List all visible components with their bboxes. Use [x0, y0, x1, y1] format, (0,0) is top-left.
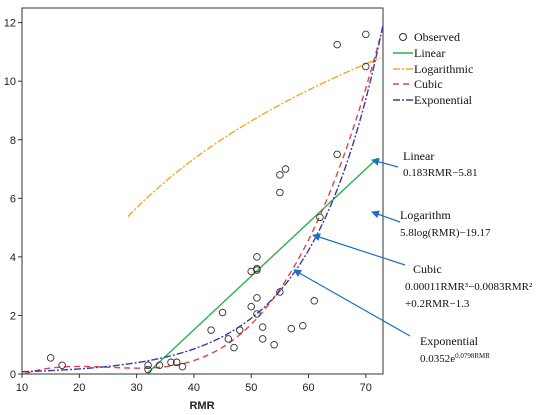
x-tick-label: 40: [188, 382, 200, 394]
legend-observed-label: Observed: [414, 30, 460, 44]
observed-point: [224, 335, 233, 343]
observed-point: [167, 358, 175, 367]
annotation-cubic-formula-line2: +0.2RMR−1.3: [405, 298, 470, 310]
y-axis-ticks: 0 2 4 6 8 10 12: [4, 18, 22, 381]
observed-point: [299, 321, 307, 330]
observed-point: [58, 361, 66, 369]
legend-linear-label: Linear: [414, 46, 445, 60]
annotation-cubic-arrow: [312, 233, 406, 266]
fit-line-logarithmic: [127, 57, 381, 217]
x-tick-label: 70: [360, 382, 372, 394]
observed-points: [46, 30, 370, 374]
y-tick-label: 4: [10, 252, 16, 264]
observed-point: [253, 310, 261, 318]
annotation-exponential-formula-exponent: 0.0798RMR: [455, 352, 490, 360]
observed-point: [276, 171, 284, 179]
annotation-exponential-title: Exponential: [420, 334, 479, 348]
observed-point: [230, 343, 238, 352]
observed-point: [247, 267, 255, 276]
x-axis-title: RMR: [189, 400, 214, 412]
observed-point: [310, 297, 318, 305]
annotation-logarithm-title: Logarithm: [400, 208, 451, 222]
legend-observed-marker: [399, 33, 407, 41]
observed-point: [258, 335, 267, 343]
annotation-linear-arrow: [371, 157, 399, 168]
fit-line-linear: [146, 157, 378, 375]
y-tick-label: 2: [10, 310, 16, 322]
annotation-exponential-formula-base: 0.0352e: [420, 353, 455, 365]
x-tick-label: 10: [16, 382, 28, 394]
fit-lines: [21, 24, 384, 375]
observed-point: [247, 302, 255, 311]
observed-point: [276, 288, 284, 296]
y-tick-label: 12: [4, 18, 16, 30]
legend-logarithmic-label: Logarithmic: [414, 62, 473, 76]
x-tick-label: 30: [130, 382, 142, 394]
y-tick-label: 6: [10, 193, 16, 205]
x-tick-label: 20: [73, 382, 85, 394]
annotation-linear-title: Linear: [403, 149, 434, 163]
y-tick-label: 10: [4, 76, 16, 88]
observed-point: [172, 358, 181, 367]
fit-line-exponential: [21, 24, 384, 373]
x-tick-label: 60: [302, 382, 314, 394]
fit-line-cubic: [24, 37, 381, 375]
observed-point: [253, 266, 261, 274]
annotation-cubic-formula-line1: 0.00011RMR³−0.0083RMR²: [405, 281, 533, 293]
x-axis-ticks: 10 20 30 40 50 60 70: [16, 374, 372, 394]
observed-point: [270, 340, 278, 349]
legend-exponential-label: Exponential: [414, 93, 473, 107]
annotation-exponential-arrow: [293, 269, 411, 337]
observed-point: [281, 165, 290, 173]
plot-frame: [21, 7, 384, 375]
y-tick-label: 8: [10, 135, 16, 147]
annotation-exponential-formula: 0.0352e0.0798RMR: [420, 352, 490, 365]
x-tick-label: 50: [245, 382, 257, 394]
annotation-linear-formula: 0.183RMR−5.81: [403, 167, 478, 179]
observed-point: [253, 253, 261, 261]
annotations: Linear 0.183RMR−5.81 Logarithm 5.8log(RM…: [293, 149, 533, 365]
observed-point: [155, 361, 164, 369]
legend-cubic-label: Cubic: [414, 77, 443, 91]
observed-point: [144, 365, 152, 374]
observed-point: [316, 213, 324, 222]
observed-point: [362, 30, 370, 39]
observed-point: [276, 188, 284, 197]
annotation-cubic-title: Cubic: [413, 262, 442, 276]
observed-point: [287, 324, 296, 333]
observed-point: [178, 362, 187, 371]
observed-point: [333, 40, 341, 49]
legend: Observed Linear Logarithmic Cubic Expone…: [393, 30, 473, 107]
observed-point: [333, 150, 341, 159]
observed-point: [253, 294, 261, 302]
observed-point: [258, 323, 267, 331]
observed-point: [144, 361, 152, 369]
annotation-logarithm-arrow: [371, 210, 401, 223]
observed-point: [362, 62, 370, 71]
observed-point: [235, 326, 244, 334]
observed-point: [218, 308, 227, 317]
observed-point: [207, 326, 215, 334]
y-tick-label: 0: [10, 369, 16, 381]
observed-point: [46, 354, 55, 362]
annotation-logarithm-formula: 5.8log(RMR)−19.17: [400, 227, 491, 239]
